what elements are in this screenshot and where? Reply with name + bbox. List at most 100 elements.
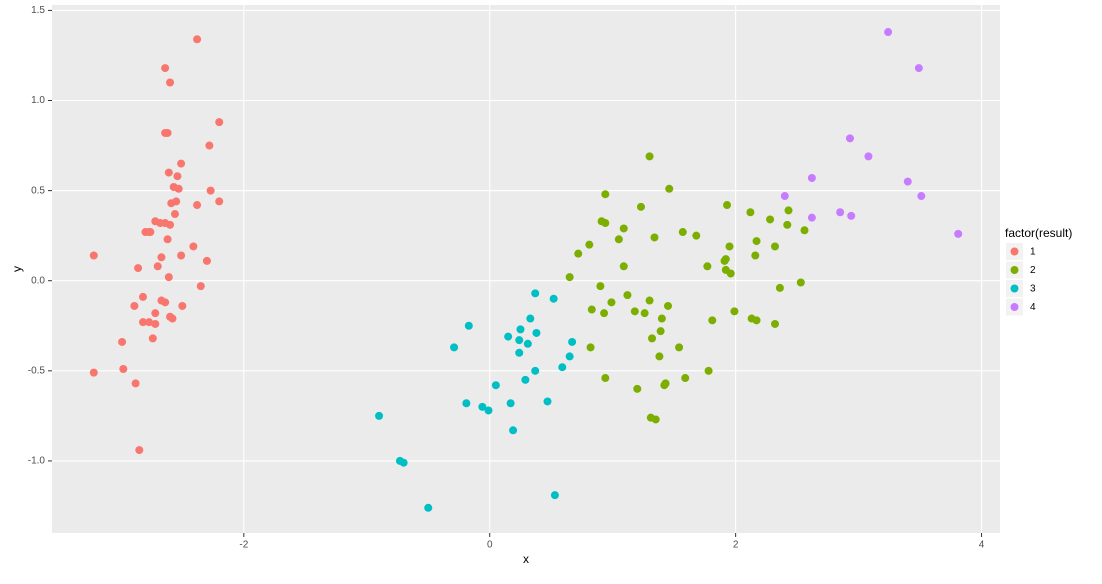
point [645, 152, 654, 161]
point [651, 415, 660, 424]
point [864, 152, 873, 161]
point [585, 240, 594, 249]
legend-label: 3 [1030, 284, 1036, 295]
point [636, 202, 645, 211]
point [623, 291, 632, 300]
y-tick-label: 1.0 [31, 95, 45, 106]
point [550, 491, 559, 500]
point [515, 348, 524, 357]
point [135, 446, 144, 455]
point [665, 184, 674, 193]
point [681, 374, 690, 383]
point [558, 363, 567, 372]
point [151, 309, 160, 318]
point [692, 231, 701, 240]
point [161, 298, 170, 307]
point [783, 220, 792, 229]
point [574, 249, 583, 258]
point [903, 177, 912, 186]
point [532, 328, 541, 337]
point [704, 366, 713, 375]
point [725, 242, 734, 251]
point [703, 262, 712, 271]
point [807, 173, 816, 182]
point [509, 426, 518, 435]
point [173, 172, 182, 181]
point [675, 343, 684, 352]
point [660, 381, 669, 390]
point [138, 318, 147, 327]
legend-marker [1010, 303, 1019, 311]
point [166, 220, 175, 229]
point [89, 368, 98, 377]
point [164, 168, 173, 177]
point [178, 301, 187, 310]
point [746, 208, 755, 217]
point [206, 186, 215, 195]
point [177, 251, 186, 260]
point [914, 64, 923, 73]
x-axis-title: x [523, 552, 529, 566]
legend-label: 2 [1030, 265, 1036, 276]
point [601, 374, 610, 383]
point [504, 332, 513, 341]
y-tick-label: 0.0 [31, 275, 45, 286]
point [424, 503, 433, 512]
point [375, 411, 384, 420]
point [202, 256, 211, 265]
x-tick-label: 0 [487, 540, 493, 551]
point [174, 184, 183, 193]
point [586, 343, 595, 352]
legend-title: factor(result) [1005, 226, 1072, 240]
point [131, 379, 140, 388]
point [917, 192, 926, 201]
point [163, 235, 172, 244]
point [193, 201, 202, 210]
point [664, 301, 673, 310]
point [723, 201, 732, 210]
point [157, 253, 166, 262]
point [167, 199, 176, 208]
point [587, 305, 596, 314]
point [153, 262, 162, 271]
point [752, 316, 761, 325]
point [526, 314, 535, 323]
point [523, 339, 532, 348]
point [619, 262, 628, 271]
point [506, 399, 515, 408]
legend-marker [1010, 266, 1019, 274]
point [751, 251, 760, 260]
point [478, 402, 487, 411]
legend-marker [1010, 247, 1019, 256]
point [770, 242, 779, 251]
point [215, 197, 224, 206]
point [134, 264, 143, 273]
point [166, 78, 175, 87]
point [766, 215, 775, 224]
x-tick-label: -2 [239, 540, 248, 551]
point [215, 118, 224, 127]
point [161, 64, 170, 73]
point [170, 210, 179, 219]
x-tick-label: 2 [733, 540, 739, 551]
point [726, 269, 735, 278]
y-tick-label: 0.5 [31, 185, 45, 196]
point [655, 352, 664, 361]
point [630, 307, 639, 316]
point [464, 321, 473, 330]
point [151, 319, 160, 328]
legend-label: 1 [1030, 247, 1036, 258]
point [601, 190, 610, 199]
point [657, 314, 666, 323]
point [565, 273, 574, 282]
point [656, 327, 665, 336]
point [146, 228, 155, 237]
point [531, 289, 540, 298]
point [708, 316, 717, 325]
point [780, 192, 789, 201]
point [847, 211, 856, 220]
point [601, 219, 610, 228]
point [796, 278, 805, 287]
x-tick-label: 4 [979, 540, 985, 551]
point [650, 233, 659, 242]
